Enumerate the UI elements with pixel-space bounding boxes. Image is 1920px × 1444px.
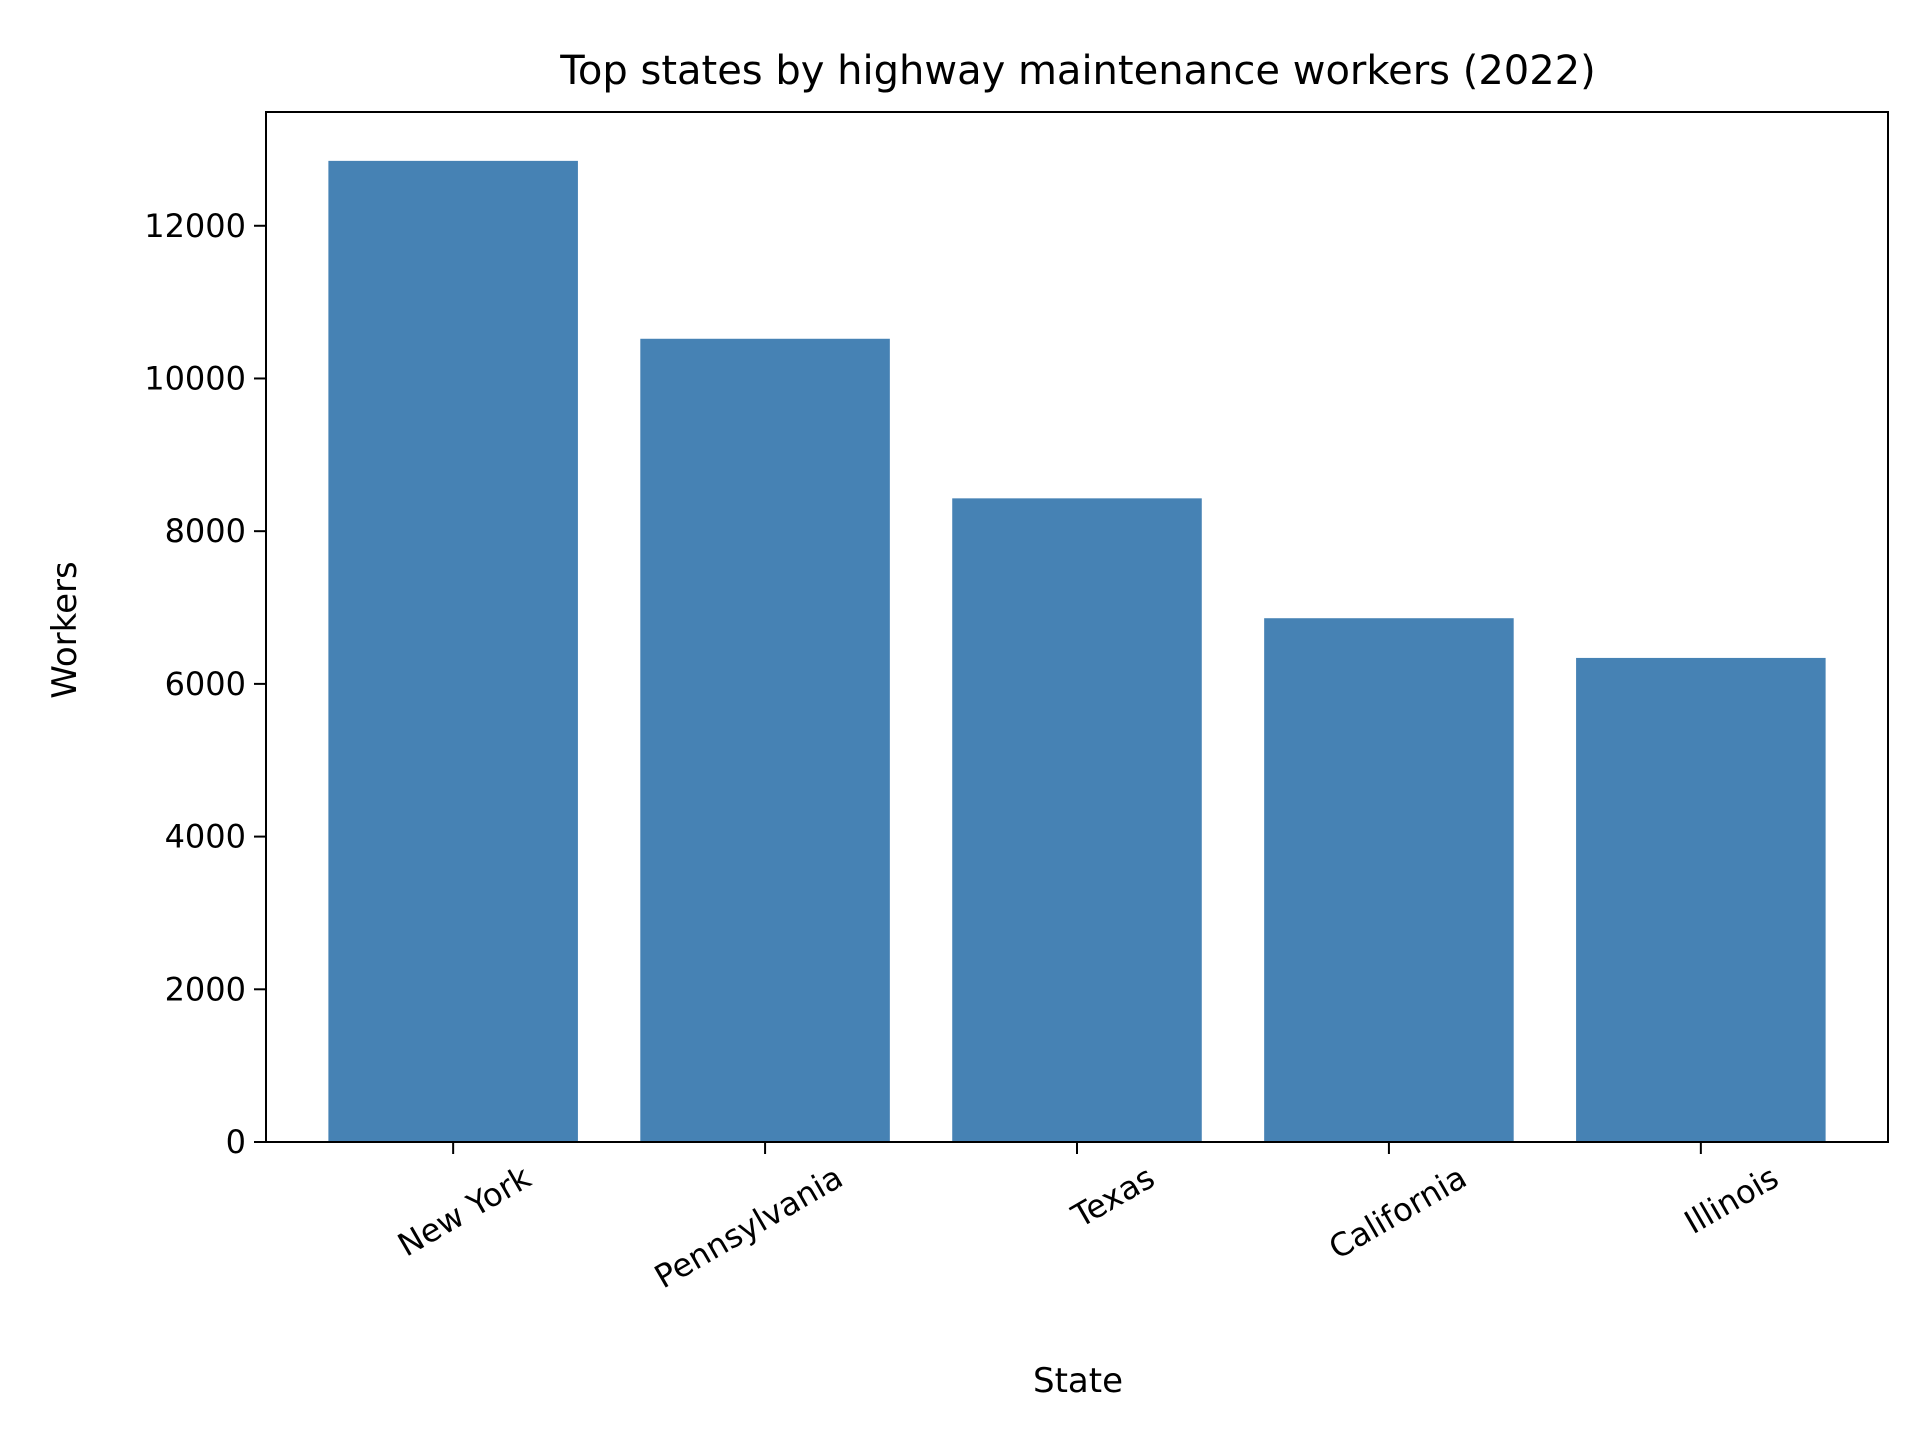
y-axis-ticks: 0 2000 4000 6000 8000 10000 12000 xyxy=(144,207,266,1161)
bar-pennsylvania xyxy=(640,338,890,1143)
bar-new-york xyxy=(328,160,578,1142)
bar-illinois xyxy=(1576,657,1826,1142)
bar-texas xyxy=(952,498,1202,1142)
y-tick-label: 0 xyxy=(226,1123,246,1161)
y-tick-label: 10000 xyxy=(144,359,246,397)
y-tick-label: 8000 xyxy=(165,512,246,550)
y-tick-label: 4000 xyxy=(165,818,246,856)
y-tick-label: 6000 xyxy=(165,665,246,703)
y-tick-label: 2000 xyxy=(165,970,246,1008)
bars-group xyxy=(328,160,1826,1143)
chart-title: Top states by highway maintenance worker… xyxy=(559,48,1595,94)
y-tick-label: 12000 xyxy=(144,207,246,245)
y-axis-label: Workers xyxy=(45,561,85,699)
plot-frame xyxy=(265,111,1889,1143)
bar-california xyxy=(1264,618,1514,1142)
x-axis-label: State xyxy=(1033,1361,1123,1401)
